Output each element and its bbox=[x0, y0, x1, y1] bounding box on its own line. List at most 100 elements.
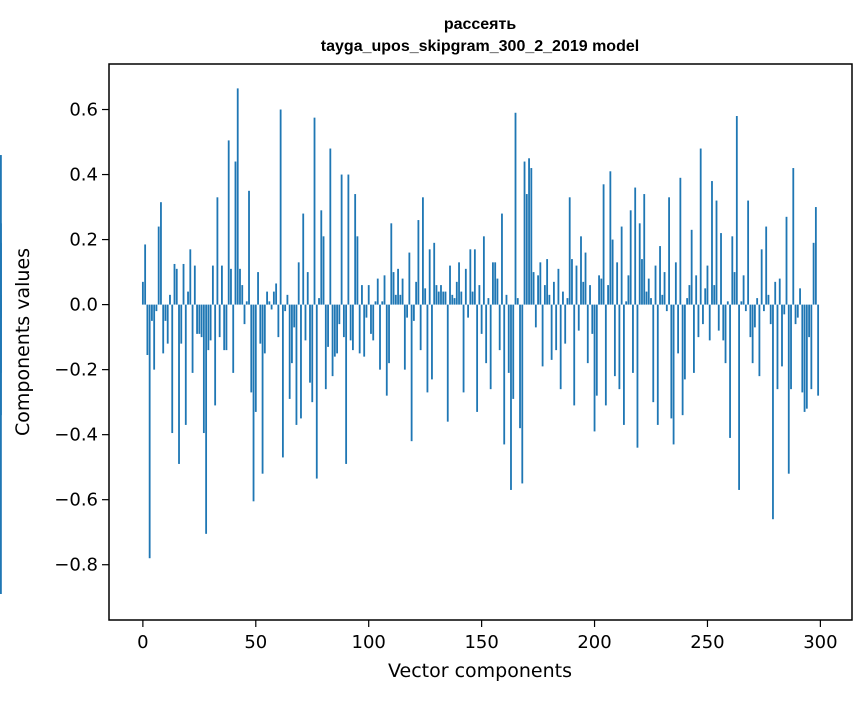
bar-component-213 bbox=[623, 304, 625, 425]
bar-component-295 bbox=[808, 304, 810, 338]
bar-component-183 bbox=[555, 304, 558, 351]
y-tick-label: −0.2 bbox=[54, 360, 98, 381]
bar-component-52 bbox=[259, 304, 262, 344]
bar-component-83 bbox=[329, 148, 332, 305]
bar-component-94 bbox=[354, 194, 357, 305]
bar-component-101 bbox=[370, 304, 372, 334]
bar-component-47 bbox=[248, 190, 250, 305]
bar-component-77 bbox=[315, 304, 318, 479]
bar-component-75 bbox=[311, 304, 314, 403]
bar-component-159 bbox=[501, 213, 503, 305]
bar-component-290 bbox=[796, 304, 799, 318]
bar-component-227 bbox=[654, 265, 657, 305]
bar-component-204 bbox=[602, 184, 605, 305]
bar-component-44 bbox=[241, 285, 244, 305]
bar-component-167 bbox=[519, 304, 521, 429]
bar-component-151 bbox=[482, 236, 485, 305]
bar-component-224 bbox=[647, 278, 650, 305]
bar-component-214 bbox=[625, 301, 628, 305]
bar-component-285 bbox=[785, 216, 788, 305]
bar-component-293 bbox=[803, 304, 806, 412]
bar-component-265 bbox=[740, 301, 743, 305]
bar-component-286 bbox=[787, 304, 790, 474]
bar-component-289 bbox=[794, 304, 797, 325]
bar-component-238 bbox=[679, 177, 682, 305]
bar-component-280 bbox=[774, 281, 777, 305]
bar-component-76 bbox=[313, 117, 316, 305]
bar-component-99 bbox=[365, 304, 368, 318]
bar-component-103 bbox=[374, 301, 377, 305]
bar-component-66 bbox=[291, 304, 293, 364]
bar-component-73 bbox=[306, 272, 309, 305]
y-tick-label: 0.2 bbox=[69, 230, 98, 251]
bar-component-119 bbox=[410, 304, 413, 442]
bar-component-239 bbox=[681, 304, 684, 416]
bar-component-219 bbox=[636, 304, 639, 448]
bar-component-91 bbox=[347, 174, 350, 305]
bar-component-undefined bbox=[0, 223, 2, 305]
bar-component-56 bbox=[268, 301, 271, 305]
bar-component-145 bbox=[469, 249, 472, 305]
bar-component-287 bbox=[790, 304, 792, 390]
bar-component-16 bbox=[178, 304, 180, 464]
bar-component-0 bbox=[141, 281, 144, 305]
bar-component-197 bbox=[586, 304, 589, 364]
bar-component-272 bbox=[756, 298, 759, 305]
x-axis-ticks: 0 50 100 150 200 250 300 bbox=[137, 620, 838, 653]
bar-component-220 bbox=[638, 223, 641, 305]
bar-component-173 bbox=[532, 272, 535, 305]
bar-component-196 bbox=[584, 252, 587, 305]
bar-component-192 bbox=[575, 265, 578, 305]
bar-component-187 bbox=[564, 304, 567, 344]
bar-component-147 bbox=[473, 249, 476, 305]
bar-component-247 bbox=[699, 148, 702, 305]
bar-component-137 bbox=[451, 294, 454, 305]
bar-component-18 bbox=[182, 263, 185, 305]
bar-component-243 bbox=[690, 229, 693, 305]
bar-component-63 bbox=[284, 304, 287, 312]
bar-component-216 bbox=[629, 210, 632, 305]
x-tick-label: 200 bbox=[577, 632, 611, 653]
bar-component-82 bbox=[327, 304, 329, 347]
bar-component-158 bbox=[498, 304, 501, 351]
x-tick-label: 150 bbox=[464, 632, 498, 653]
bar-component-211 bbox=[618, 304, 621, 390]
bar-component-188 bbox=[566, 298, 569, 305]
bar-component-84 bbox=[331, 304, 334, 377]
bar-component-116 bbox=[403, 304, 406, 370]
bar-component-267 bbox=[744, 304, 747, 312]
bar-component-235 bbox=[672, 304, 675, 445]
bar-component-250 bbox=[706, 265, 709, 305]
bar-component-79 bbox=[320, 210, 323, 305]
bar-component-202 bbox=[598, 275, 600, 305]
bar-component-128 bbox=[431, 304, 433, 380]
bar-component-261 bbox=[731, 236, 734, 305]
bar-component-266 bbox=[742, 275, 745, 305]
bar-component-207 bbox=[609, 171, 612, 305]
bar-component-275 bbox=[763, 304, 765, 312]
bar-component-117 bbox=[406, 304, 409, 318]
bar-component-218 bbox=[634, 187, 637, 305]
bar-component-undefined bbox=[0, 304, 2, 318]
bar-component-189 bbox=[568, 197, 571, 305]
bar-component-245 bbox=[695, 275, 698, 305]
bar-component-150 bbox=[480, 304, 483, 334]
bar-component-170 bbox=[525, 194, 528, 305]
bar-component-129 bbox=[433, 242, 436, 305]
bar-component-74 bbox=[309, 304, 311, 383]
bar-component-60 bbox=[277, 304, 280, 338]
bars-group bbox=[0, 88, 820, 594]
bar-component-57 bbox=[270, 304, 273, 310]
bar-component-242 bbox=[688, 285, 691, 305]
bar-component-149 bbox=[478, 285, 481, 305]
bar-component-281 bbox=[776, 304, 779, 390]
bar-component-41 bbox=[234, 161, 237, 305]
x-tick-label: 300 bbox=[803, 632, 837, 653]
bar-component-53 bbox=[261, 304, 264, 474]
bar-component-155 bbox=[492, 262, 494, 305]
bar-component-50 bbox=[254, 304, 257, 412]
bar-component-135 bbox=[446, 304, 449, 422]
bar-component-177 bbox=[541, 304, 544, 367]
bar-component-244 bbox=[693, 304, 695, 373]
bar-component-268 bbox=[747, 200, 750, 305]
